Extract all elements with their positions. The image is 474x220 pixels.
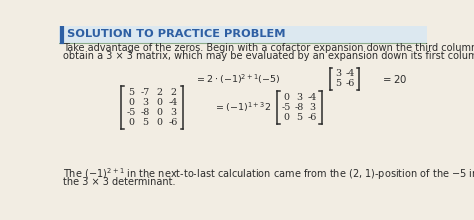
Text: 0: 0 <box>128 98 134 107</box>
Text: 3: 3 <box>170 108 176 117</box>
Text: 0: 0 <box>283 113 289 122</box>
Text: 2: 2 <box>170 88 176 97</box>
Text: 3: 3 <box>296 93 302 102</box>
Text: Take advantage of the zeros. Begin with a cofactor expansion down the third colu: Take advantage of the zeros. Begin with … <box>63 43 474 53</box>
Text: 0: 0 <box>156 118 162 127</box>
Text: -6: -6 <box>346 79 356 88</box>
Text: SOLUTION TO PRACTICE PROBLEM: SOLUTION TO PRACTICE PROBLEM <box>67 29 285 39</box>
Text: 3: 3 <box>142 98 148 107</box>
Text: 0: 0 <box>283 93 289 102</box>
Text: -8: -8 <box>141 108 150 117</box>
Text: -5: -5 <box>127 108 136 117</box>
Text: -7: -7 <box>141 88 150 97</box>
Text: The $(-1)^{2+1}$ in the next-to-last calculation came from the (2, 1)-position o: The $(-1)^{2+1}$ in the next-to-last cal… <box>63 166 474 182</box>
Text: 5: 5 <box>296 113 302 122</box>
Text: -5: -5 <box>282 103 291 112</box>
Text: 3: 3 <box>310 103 316 112</box>
Text: 0: 0 <box>128 118 134 127</box>
Text: $= 20$: $= 20$ <box>381 73 408 85</box>
Text: -8: -8 <box>295 103 304 112</box>
Text: $=(-1)^{1+3}2$: $=(-1)^{1+3}2$ <box>214 101 271 114</box>
Text: -6: -6 <box>308 113 318 122</box>
Text: 5: 5 <box>142 118 148 127</box>
Text: 5: 5 <box>335 79 341 88</box>
Text: -4: -4 <box>169 98 178 107</box>
Text: 0: 0 <box>156 108 162 117</box>
Bar <box>59 26 427 43</box>
Text: -6: -6 <box>168 118 178 127</box>
Text: obtain a 3 × 3 matrix, which may be evaluated by an expansion down its first col: obtain a 3 × 3 matrix, which may be eval… <box>63 51 474 61</box>
Text: 0: 0 <box>156 98 162 107</box>
Text: 5: 5 <box>128 88 135 97</box>
Text: -4: -4 <box>346 69 356 78</box>
Text: 3: 3 <box>335 69 341 78</box>
Text: $= 2\cdot(-1)^{2+1}(-5)$: $= 2\cdot(-1)^{2+1}(-5)$ <box>195 72 280 86</box>
Text: the 3 × 3 determinant.: the 3 × 3 determinant. <box>63 177 176 187</box>
Text: -4: -4 <box>308 93 317 102</box>
Text: 2: 2 <box>156 88 162 97</box>
